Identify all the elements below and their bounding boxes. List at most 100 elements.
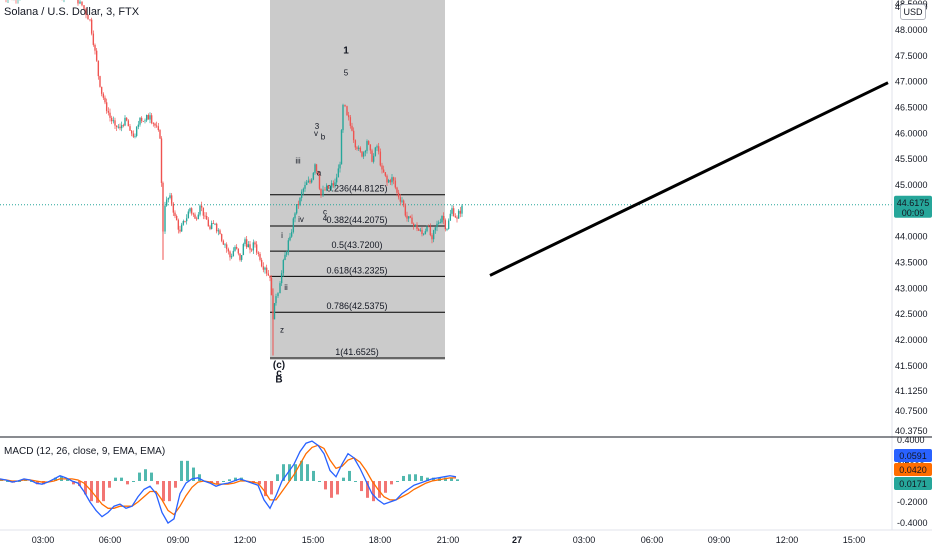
macd-histogram-bar xyxy=(408,474,411,481)
candle-body xyxy=(451,208,453,214)
candle-body xyxy=(244,239,246,245)
macd-histogram-bar xyxy=(336,481,339,495)
candle-body xyxy=(79,1,81,4)
macd-histogram-bar xyxy=(72,481,75,485)
candle-body xyxy=(159,130,161,139)
candle-body xyxy=(252,242,255,251)
macd-histogram-bar xyxy=(96,481,99,503)
candle-body xyxy=(310,179,313,183)
fib-level-label: 0.786(42.5375) xyxy=(326,301,387,311)
candle-body xyxy=(145,114,148,121)
macd-histogram-bar xyxy=(66,479,69,481)
macd-histogram-bar xyxy=(414,474,417,481)
wave-label: B xyxy=(275,374,282,385)
candle-body xyxy=(140,117,143,122)
macd-histogram-bar xyxy=(264,481,267,497)
macd-histogram-bar xyxy=(432,477,435,481)
candle-body xyxy=(446,228,448,230)
macd-histogram-bar xyxy=(30,481,33,482)
candle-body xyxy=(237,248,240,254)
candle-body xyxy=(255,244,258,253)
candle-body xyxy=(434,227,437,231)
macd-histogram-bar xyxy=(78,481,81,487)
macd-histogram-bar xyxy=(342,477,345,481)
candle-body xyxy=(447,220,450,229)
wave-label: 1 xyxy=(343,45,349,56)
candle-body xyxy=(444,220,447,230)
macd-hist-badge xyxy=(894,449,932,462)
macd-histogram-bar xyxy=(210,481,213,483)
candle-body xyxy=(109,112,111,118)
candle-body xyxy=(374,147,377,156)
candle-body xyxy=(379,151,382,166)
candle-body xyxy=(320,188,322,196)
candle-body xyxy=(422,233,425,235)
candle-body xyxy=(387,180,390,183)
candle-body xyxy=(431,235,433,240)
macd-histogram-bar xyxy=(426,477,429,481)
candle-body xyxy=(362,152,365,157)
candle-body xyxy=(89,19,91,21)
candle-body xyxy=(340,130,343,165)
candle-body xyxy=(112,120,115,122)
candle-body xyxy=(242,244,245,256)
macd-histogram-bar xyxy=(360,481,363,492)
macd-histogram-bar xyxy=(306,464,309,481)
candle-body xyxy=(384,172,387,176)
candle-body xyxy=(269,275,271,278)
macd-histogram-bar xyxy=(132,481,135,482)
candle-body xyxy=(180,224,183,232)
candle-body xyxy=(371,150,373,162)
candle-body xyxy=(124,117,126,126)
macd-histogram-bar xyxy=(6,481,9,482)
candle-body xyxy=(202,207,205,216)
candle-body xyxy=(285,252,288,255)
candle-body xyxy=(376,146,378,148)
price-tick-label: 43.0000 xyxy=(895,283,928,293)
candle-body xyxy=(412,223,415,226)
macd-histogram-bar xyxy=(198,474,201,481)
candle-body xyxy=(105,102,108,112)
fib-shaded-zone xyxy=(270,0,445,360)
candle-body xyxy=(284,254,286,261)
candle-body xyxy=(77,0,79,4)
candle-body xyxy=(402,200,405,206)
candle-body xyxy=(416,224,418,229)
candle-body xyxy=(279,283,281,294)
price-tick-label: 47.0000 xyxy=(895,77,928,87)
candle-body xyxy=(324,189,326,191)
candle-body xyxy=(339,164,341,169)
wave-label: b xyxy=(321,133,326,142)
candle-body xyxy=(318,174,321,189)
candle-body xyxy=(300,191,303,198)
macd-histogram-bar xyxy=(126,481,129,485)
wave-label: 5 xyxy=(344,68,349,77)
candle-body xyxy=(232,250,235,257)
candle-body xyxy=(135,126,138,136)
candle-body xyxy=(277,293,279,297)
macd-histogram-bar xyxy=(348,470,351,481)
candle-body xyxy=(184,220,186,222)
candle-body xyxy=(457,210,460,219)
candle-body xyxy=(125,117,128,121)
candle-body xyxy=(406,215,408,219)
candle-body xyxy=(130,130,133,134)
macd-histogram-bar xyxy=(162,481,165,502)
candle-body xyxy=(209,226,211,229)
price-tick-label: 48.0000 xyxy=(895,25,928,35)
macd-histogram-bar xyxy=(108,481,111,488)
candle-body xyxy=(199,205,201,215)
fib-level-label: 0.618(43.2325) xyxy=(326,265,387,275)
currency-badge[interactable]: USD xyxy=(900,4,926,20)
candle-body xyxy=(207,219,210,227)
candle-body xyxy=(222,240,225,245)
candle-body xyxy=(427,226,430,228)
macd-histogram-bar xyxy=(192,467,195,481)
candle-body xyxy=(187,211,190,219)
candle-body xyxy=(429,226,432,236)
candle-body xyxy=(214,223,216,225)
macd-line xyxy=(0,440,457,524)
candle-body xyxy=(407,216,410,219)
candle-body xyxy=(150,115,153,124)
